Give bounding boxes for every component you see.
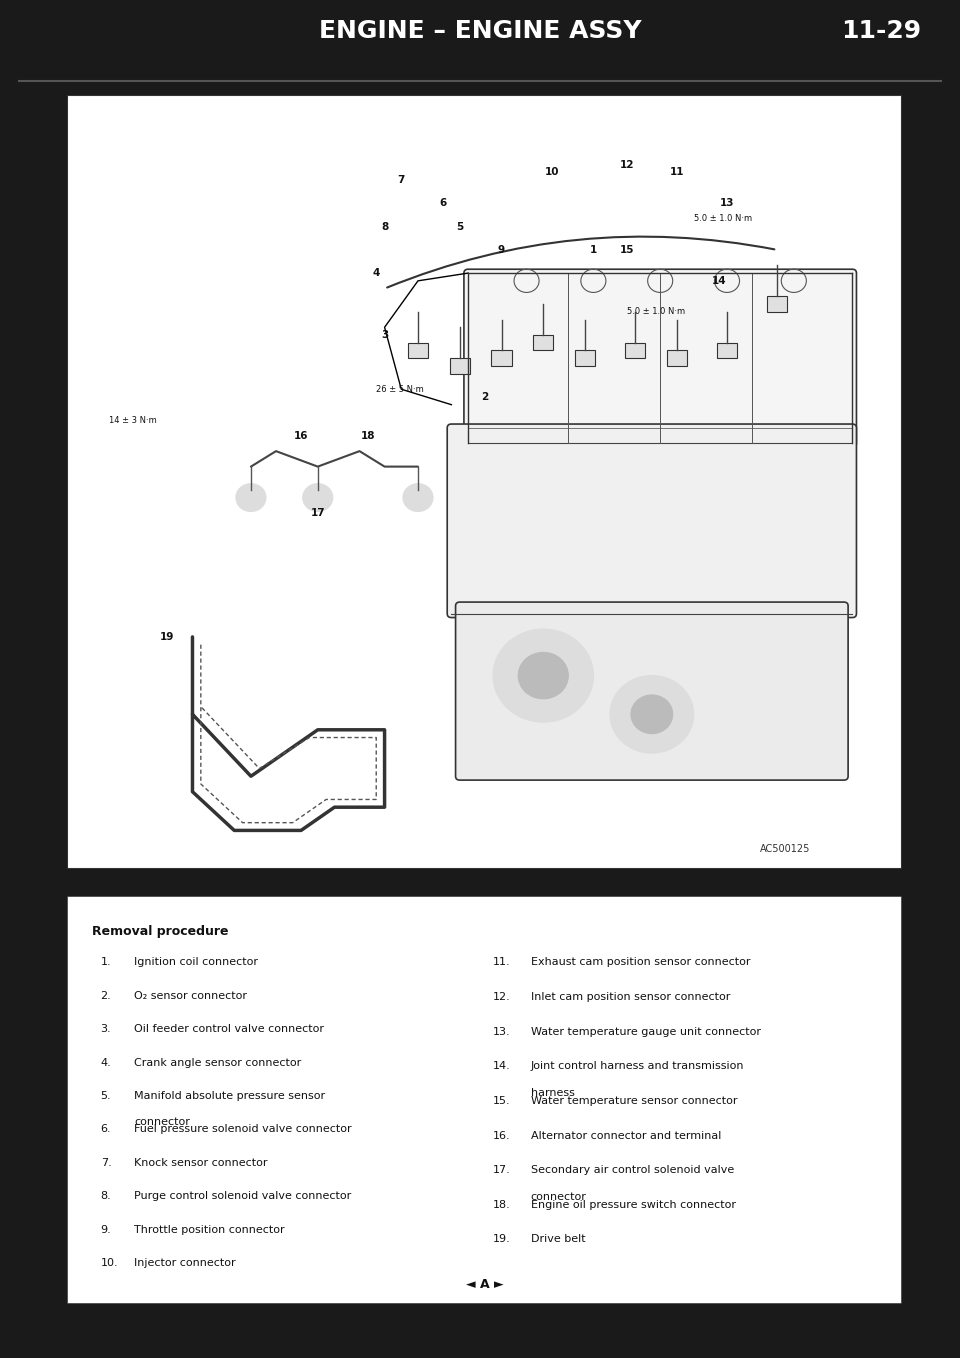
Text: 3: 3 <box>381 330 388 340</box>
Bar <box>625 342 645 359</box>
Text: 4.: 4. <box>101 1058 111 1067</box>
Text: Joint control harness and transmission: Joint control harness and transmission <box>531 1062 744 1071</box>
Text: Water temperature gauge unit connector: Water temperature gauge unit connector <box>531 1027 760 1036</box>
FancyBboxPatch shape <box>456 602 848 779</box>
Text: Drive belt: Drive belt <box>531 1234 586 1244</box>
FancyBboxPatch shape <box>464 269 856 447</box>
Circle shape <box>403 483 433 512</box>
Text: 1: 1 <box>589 244 597 255</box>
Text: Fuel pressure solenoid valve connector: Fuel pressure solenoid valve connector <box>134 1124 351 1134</box>
Text: harness: harness <box>531 1088 575 1097</box>
Circle shape <box>302 483 333 512</box>
Text: 5: 5 <box>456 221 464 232</box>
Text: O₂ sensor connector: O₂ sensor connector <box>134 991 247 1001</box>
Text: 17: 17 <box>310 508 325 517</box>
Text: 9.: 9. <box>101 1225 111 1234</box>
Text: Water temperature sensor connector: Water temperature sensor connector <box>531 1096 737 1105</box>
Text: 8.: 8. <box>101 1191 111 1202</box>
Text: ◄ A ►: ◄ A ► <box>466 1278 504 1291</box>
Text: 19: 19 <box>160 631 175 642</box>
Text: 5.0 ± 1.0 N·m: 5.0 ± 1.0 N·m <box>693 215 752 224</box>
Text: 7: 7 <box>397 175 405 185</box>
Text: Crank angle sensor connector: Crank angle sensor connector <box>134 1058 301 1067</box>
Text: 26 ± 5 N·m: 26 ± 5 N·m <box>376 384 424 394</box>
Text: 5.0 ± 1.0 N·m: 5.0 ± 1.0 N·m <box>627 307 684 316</box>
Circle shape <box>236 483 266 512</box>
Text: 15: 15 <box>619 244 634 255</box>
Text: 10: 10 <box>544 167 559 178</box>
Text: Knock sensor connector: Knock sensor connector <box>134 1158 268 1168</box>
Text: 4: 4 <box>372 268 380 278</box>
Text: AC500125: AC500125 <box>760 843 810 854</box>
Text: 8: 8 <box>381 221 388 232</box>
FancyBboxPatch shape <box>447 424 856 618</box>
Text: 12: 12 <box>619 160 634 170</box>
Text: 16.: 16. <box>493 1130 511 1141</box>
Text: Alternator connector and terminal: Alternator connector and terminal <box>531 1130 721 1141</box>
Text: 15.: 15. <box>493 1096 511 1105</box>
Text: 5.: 5. <box>101 1090 111 1101</box>
Text: 6.: 6. <box>101 1124 111 1134</box>
Text: 3.: 3. <box>101 1024 111 1035</box>
Text: Removal procedure: Removal procedure <box>92 925 228 938</box>
Text: 1.: 1. <box>101 957 111 967</box>
Circle shape <box>493 629 593 722</box>
Text: Ignition coil connector: Ignition coil connector <box>134 957 258 967</box>
Text: 14.: 14. <box>493 1062 511 1071</box>
Text: 11: 11 <box>670 167 684 178</box>
Circle shape <box>518 652 568 699</box>
Text: 11.: 11. <box>493 957 511 967</box>
Text: 16: 16 <box>294 430 308 440</box>
Text: 18: 18 <box>361 430 375 440</box>
Bar <box>408 342 428 359</box>
Text: 11-29: 11-29 <box>842 19 922 43</box>
Bar <box>717 342 737 359</box>
Text: 13: 13 <box>720 198 734 208</box>
Text: Engine oil pressure switch connector: Engine oil pressure switch connector <box>531 1200 735 1210</box>
Bar <box>533 335 553 350</box>
Bar <box>767 296 787 312</box>
Text: 17.: 17. <box>493 1165 511 1175</box>
Text: 13.: 13. <box>493 1027 511 1036</box>
Circle shape <box>631 695 673 733</box>
Text: ENGINE – ENGINE ASSY: ENGINE – ENGINE ASSY <box>319 19 641 43</box>
Bar <box>575 350 595 367</box>
Text: 19.: 19. <box>493 1234 511 1244</box>
Text: 12.: 12. <box>493 991 511 1002</box>
Text: Throttle position connector: Throttle position connector <box>134 1225 285 1234</box>
Text: Oil feeder control valve connector: Oil feeder control valve connector <box>134 1024 324 1035</box>
Text: 7.: 7. <box>101 1158 111 1168</box>
Text: 6: 6 <box>440 198 446 208</box>
Text: Inlet cam position sensor connector: Inlet cam position sensor connector <box>531 991 731 1002</box>
Text: connector: connector <box>531 1192 587 1202</box>
Bar <box>449 359 469 373</box>
Text: Injector connector: Injector connector <box>134 1258 235 1268</box>
Text: connector: connector <box>134 1118 190 1127</box>
Bar <box>492 350 512 367</box>
Text: Manifold absolute pressure sensor: Manifold absolute pressure sensor <box>134 1090 325 1101</box>
Circle shape <box>611 676 693 752</box>
Text: 14: 14 <box>711 276 726 285</box>
Text: Exhaust cam position sensor connector: Exhaust cam position sensor connector <box>531 957 750 967</box>
Text: 2: 2 <box>481 392 489 402</box>
Bar <box>667 350 687 367</box>
Text: 10.: 10. <box>101 1258 118 1268</box>
Text: 14 ± 3 N·m: 14 ± 3 N·m <box>109 416 156 425</box>
Text: Purge control solenoid valve connector: Purge control solenoid valve connector <box>134 1191 351 1202</box>
Text: Secondary air control solenoid valve: Secondary air control solenoid valve <box>531 1165 734 1175</box>
Text: 2.: 2. <box>101 991 111 1001</box>
Text: 9: 9 <box>498 244 505 255</box>
Text: 18.: 18. <box>493 1200 511 1210</box>
